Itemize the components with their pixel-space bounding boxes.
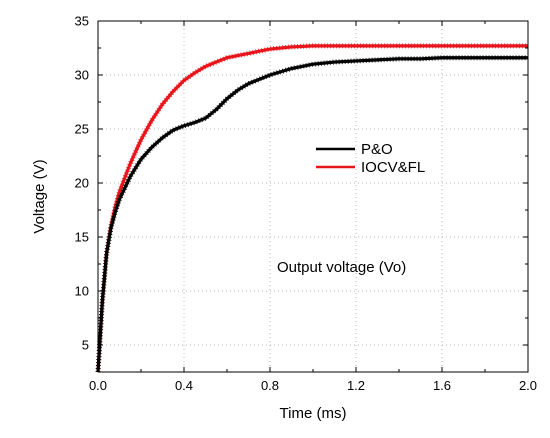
y-tick-label: 15 — [75, 230, 89, 245]
legend-label-iocvfl: IOCV&FL — [361, 159, 425, 176]
series-ripple-po — [95, 55, 528, 373]
legend-label-po: P&O — [361, 141, 393, 158]
x-axis-title: Time (ms) — [280, 405, 347, 422]
legend: P&O IOCV&FL — [316, 141, 425, 176]
series-line-iocvfl — [96, 44, 528, 373]
y-axis-title: Voltage (V) — [31, 159, 48, 233]
x-tick-label: 2.0 — [519, 378, 537, 393]
axis-ticks — [97, 20, 529, 373]
x-tick-label: 0.8 — [261, 378, 279, 393]
y-tick-label: 25 — [75, 122, 89, 137]
y-tick-label: 10 — [75, 284, 89, 299]
x-tick-label: 1.2 — [347, 378, 365, 393]
y-tick-label: 30 — [75, 68, 89, 83]
tick-labels: 0.0 0.4 0.8 1.2 1.6 2.0 5 10 15 20 25 30 35 — [75, 14, 538, 394]
y-tick-label: 35 — [75, 14, 89, 29]
x-tick-label: 0.0 — [89, 378, 107, 393]
x-tick-label: 1.6 — [433, 378, 451, 393]
series-layer — [95, 43, 528, 373]
plot-frame — [97, 20, 529, 373]
series-ripple-iocvfl — [95, 43, 528, 373]
grid-lines — [98, 21, 528, 372]
x-tick-label: 0.4 — [175, 378, 193, 393]
y-tick-label: 5 — [82, 338, 89, 353]
y-tick-label: 20 — [75, 176, 89, 191]
chart-annotation: Output voltage (Vo) — [277, 259, 406, 276]
